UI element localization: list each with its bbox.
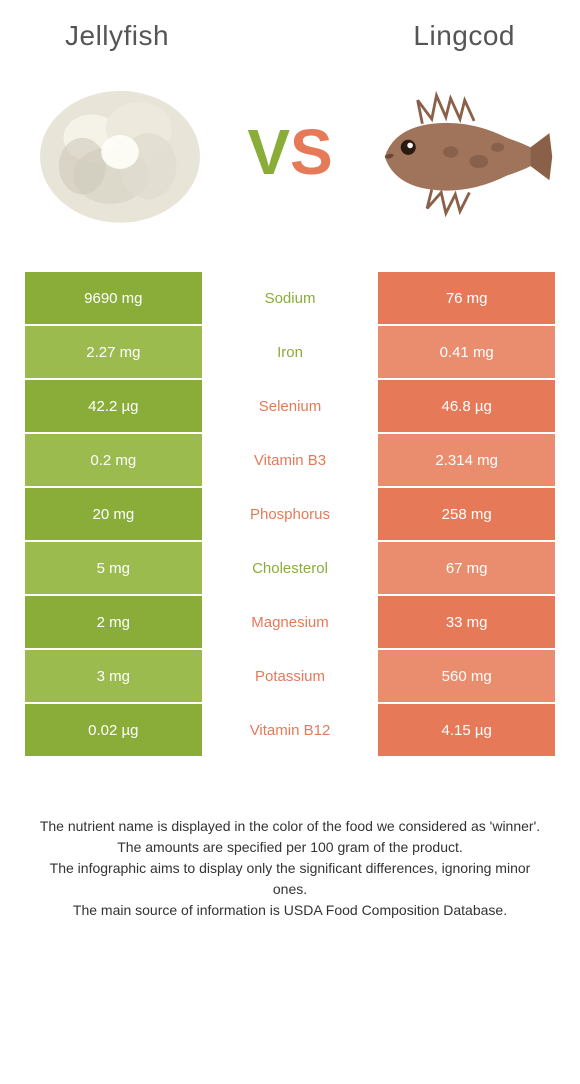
nutrient-name: Cholesterol — [202, 542, 379, 594]
left-value: 9690 mg — [25, 272, 202, 324]
left-food-title: Jellyfish — [65, 20, 169, 52]
right-value: 2.314 mg — [378, 434, 555, 486]
vs-label: VS — [247, 115, 332, 189]
nutrient-table: 9690 mgSodium76 mg2.27 mgIron0.41 mg42.2… — [25, 272, 555, 756]
nutrient-row: 9690 mgSodium76 mg — [25, 272, 555, 324]
footer-line-2: The amounts are specified per 100 gram o… — [35, 837, 545, 858]
nutrient-row: 20 mgPhosphorus258 mg — [25, 488, 555, 540]
nutrient-row: 42.2 µgSelenium46.8 µg — [25, 380, 555, 432]
lingcod-image — [365, 72, 555, 232]
images-row: VS — [25, 62, 555, 262]
left-value: 5 mg — [25, 542, 202, 594]
right-value: 33 mg — [378, 596, 555, 648]
nutrient-name: Vitamin B3 — [202, 434, 379, 486]
nutrient-name: Phosphorus — [202, 488, 379, 540]
left-value: 20 mg — [25, 488, 202, 540]
nutrient-row: 0.2 mgVitamin B32.314 mg — [25, 434, 555, 486]
nutrient-row: 5 mgCholesterol67 mg — [25, 542, 555, 594]
right-value: 46.8 µg — [378, 380, 555, 432]
right-value: 0.41 mg — [378, 326, 555, 378]
nutrient-row: 3 mgPotassium560 mg — [25, 650, 555, 702]
left-value: 2.27 mg — [25, 326, 202, 378]
footer-line-1: The nutrient name is displayed in the co… — [35, 816, 545, 837]
jellyfish-image — [25, 72, 215, 232]
nutrient-row: 0.02 µgVitamin B124.15 µg — [25, 704, 555, 756]
nutrient-name: Selenium — [202, 380, 379, 432]
right-value: 76 mg — [378, 272, 555, 324]
left-value: 0.2 mg — [25, 434, 202, 486]
nutrient-name: Vitamin B12 — [202, 704, 379, 756]
right-value: 4.15 µg — [378, 704, 555, 756]
vs-v: V — [247, 115, 290, 189]
left-value: 2 mg — [25, 596, 202, 648]
nutrient-row: 2 mgMagnesium33 mg — [25, 596, 555, 648]
right-food-title: Lingcod — [413, 20, 515, 52]
left-value: 3 mg — [25, 650, 202, 702]
right-value: 258 mg — [378, 488, 555, 540]
nutrient-name: Iron — [202, 326, 379, 378]
right-value: 67 mg — [378, 542, 555, 594]
footer-line-3: The infographic aims to display only the… — [35, 858, 545, 900]
vs-s: S — [290, 115, 333, 189]
nutrient-name: Potassium — [202, 650, 379, 702]
footer-line-4: The main source of information is USDA F… — [35, 900, 545, 921]
left-value: 42.2 µg — [25, 380, 202, 432]
footer-notes: The nutrient name is displayed in the co… — [25, 816, 555, 921]
nutrient-name: Sodium — [202, 272, 379, 324]
right-value: 560 mg — [378, 650, 555, 702]
header: Jellyfish Lingcod — [25, 20, 555, 62]
left-value: 0.02 µg — [25, 704, 202, 756]
nutrient-row: 2.27 mgIron0.41 mg — [25, 326, 555, 378]
nutrient-name: Magnesium — [202, 596, 379, 648]
